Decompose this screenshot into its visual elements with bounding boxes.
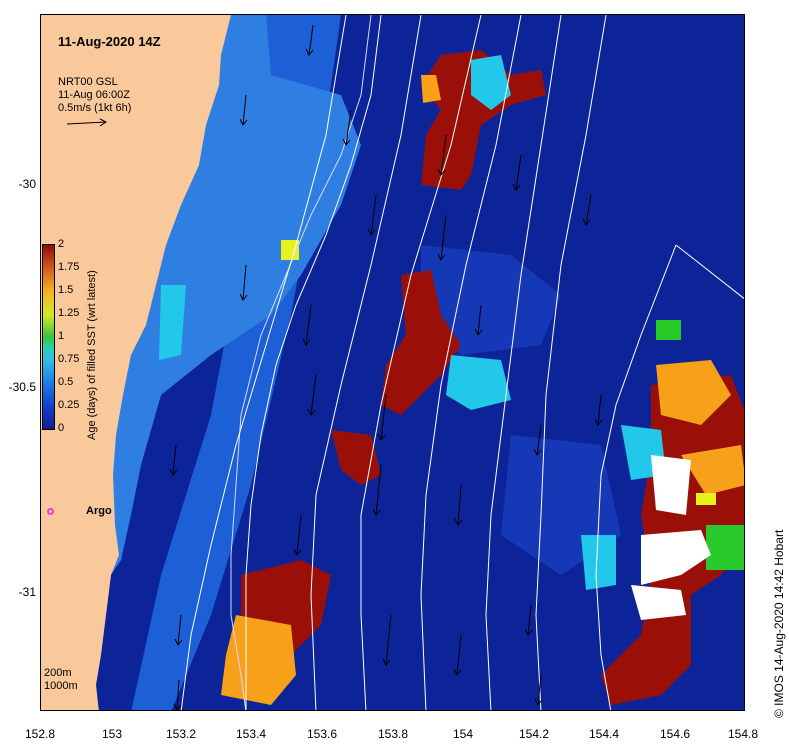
streamline [310, 15, 422, 710]
cyan-patch [446, 355, 511, 410]
warm-patch [381, 270, 461, 415]
colorbar-title: Age (days) of filled SST (wrt latest) [86, 270, 98, 440]
vector-scale-label: 0.5m/s (1kt 6h) [58, 102, 132, 114]
streamline [420, 15, 522, 710]
colorbar-tick: 0 [58, 422, 65, 434]
sst-map-canvas [41, 15, 744, 710]
colorbar-tick: 2 [58, 238, 65, 250]
colorbar-tick: 1.25 [58, 307, 80, 319]
x-tick-label: 153.8 [377, 727, 409, 741]
x-tick-label: 154.4 [588, 727, 620, 741]
contour-200m [230, 15, 372, 710]
shelf-sst [101, 15, 361, 575]
product-info: NRT00 GSL 11-Aug 06:00Z 0.5m/s (1kt 6h) [58, 76, 131, 115]
missing-data [651, 455, 691, 515]
warm-patch [421, 50, 546, 190]
x-tick-label: 153.4 [235, 727, 267, 741]
x-tick-label: 154.2 [518, 727, 550, 741]
y-tick-label: -31 [18, 585, 36, 599]
x-tick-label: 153 [101, 727, 123, 741]
sst-map [40, 14, 745, 711]
x-tick-label: 154.6 [659, 727, 691, 741]
colorbar-tick: 1.5 [58, 284, 74, 296]
argo-float-icon [47, 508, 54, 515]
colorbar-tick: 0.5 [58, 376, 74, 388]
streamline [360, 15, 482, 710]
orange-patch [421, 75, 441, 103]
product-name: NRT00 GSL [58, 76, 118, 88]
current-vectors [169, 24, 603, 710]
map-title: 11-Aug-2020 14Z [58, 34, 161, 49]
contour-legend-1000m: 1000m [44, 680, 78, 692]
x-tick-label: 153.6 [306, 727, 338, 741]
orange-patch [656, 360, 731, 425]
cyan-patch [159, 285, 186, 360]
y-tick-label: -30 [18, 177, 36, 191]
streamline [485, 15, 562, 710]
y-tick-label: -30.5 [8, 380, 36, 394]
orange-patch [221, 615, 296, 705]
vector-scale-arrow-icon [66, 118, 107, 127]
yellow-patch [696, 493, 716, 505]
streamline [675, 244, 744, 300]
product-date: 11-Aug 06:00Z [58, 89, 130, 101]
x-tick-label: 152.8 [24, 727, 56, 741]
cyan-patch [471, 55, 511, 110]
colorbar [42, 244, 55, 430]
x-tick-label: 154.8 [727, 727, 759, 741]
green-patch [706, 525, 744, 570]
streamline [595, 244, 677, 710]
ocean-mid-patch [421, 245, 561, 355]
streamline [180, 15, 347, 710]
x-tick-label: 154 [452, 727, 474, 741]
streamline [535, 15, 607, 710]
colorbar-tick: 0.75 [58, 353, 80, 365]
argo-label: Argo [86, 505, 112, 517]
contour-legend: 200m 1000m [44, 667, 78, 693]
credit-text: © IMOS 14-Aug-2020 14:42 Hobart [772, 529, 786, 718]
colorbar-tick: 1.75 [58, 261, 80, 273]
colorbar-tick: 1 [58, 330, 65, 342]
x-tick-label: 153.2 [165, 727, 197, 741]
cyan-patch [581, 535, 616, 590]
missing-data [631, 585, 686, 620]
missing-data [641, 530, 711, 585]
contour-1000m [245, 15, 382, 710]
colorbar-tick: 0.25 [58, 399, 80, 411]
orange-patch [681, 445, 744, 495]
land [41, 15, 231, 710]
contour-legend-200m: 200m [44, 667, 72, 679]
green-patch [656, 320, 681, 340]
